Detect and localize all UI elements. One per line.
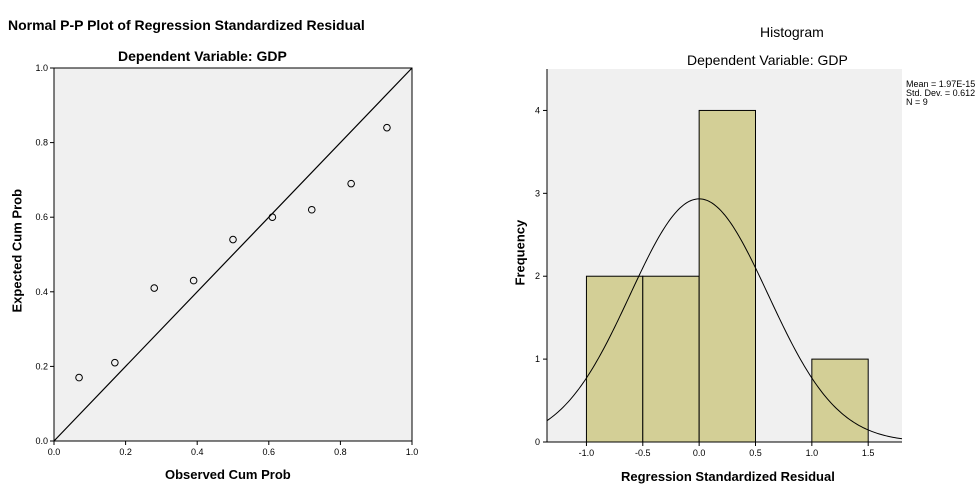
pp-data-point — [189, 276, 198, 285]
histogram-xtick-label: 0.0 — [693, 448, 706, 458]
histogram-xtick-label: 1.5 — [862, 448, 875, 458]
pp-plot-xlabel: Observed Cum Prob — [165, 467, 291, 482]
histogram-ytick-label: 3 — [535, 188, 540, 198]
histogram-stats: Mean = 1.97E-15 Std. Dev. = 0.612 N = 9 — [906, 80, 975, 107]
pp-plot-ylabel: Expected Cum Prob — [9, 188, 25, 313]
histogram-ylabel: Frequency — [512, 219, 528, 286]
histogram-stat-mean: Mean = 1.97E-15 — [906, 79, 976, 89]
histogram-stat-n: N = 9 — [906, 97, 928, 107]
histogram-xtick-label: 0.5 — [749, 448, 762, 458]
histogram-bar — [585, 275, 644, 443]
pp-ytick-label: 1.0 — [35, 63, 48, 73]
histogram-xtick-label: 1.0 — [806, 448, 819, 458]
pp-ytick-label: 0.2 — [35, 361, 48, 371]
histogram-ytick-label: 2 — [535, 271, 540, 281]
pp-data-point — [111, 358, 119, 367]
pp-ytick-label: 0.0 — [35, 436, 48, 446]
pp-data-point — [307, 205, 316, 214]
pp-xtick-label: 0.4 — [191, 447, 204, 457]
pp-data-point — [150, 284, 159, 292]
histogram-normal-curve — [546, 198, 903, 440]
pp-xtick-label: 0.2 — [119, 447, 132, 457]
histogram-ytick-label: 1 — [535, 354, 540, 364]
pp-data-point — [268, 213, 277, 221]
pp-ytick-label: 0.4 — [35, 287, 48, 297]
pp-xtick-label: 0.8 — [334, 447, 347, 457]
pp-xtick-label: 1.0 — [406, 447, 419, 457]
pp-ytick-label: 0.6 — [35, 212, 48, 222]
histogram-bar — [642, 275, 700, 443]
pp-data-point — [383, 123, 391, 132]
pp-ytick-label: 0.8 — [35, 138, 48, 148]
histogram-panel: Histogram Dependent Variable: GDP -1.0 -0… — [500, 0, 977, 484]
histogram-bar — [811, 358, 869, 443]
pp-reference-line — [53, 67, 413, 442]
pp-data-point — [229, 235, 237, 244]
histogram-stat-sd: Std. Dev. = 0.612 — [906, 88, 976, 98]
histogram-ytick-label: 4 — [535, 105, 540, 115]
histogram-svg: -1.0 -0.5 0.0 0.5 1.0 1.5 0 1 2 3 4 — [535, 69, 903, 458]
pp-plot-panel: Normal P-P Plot of Regression Standardiz… — [0, 0, 460, 484]
pp-plot-svg: 0.0 0.2 0.4 0.6 0.8 1.0 0.0 0.2 0.4 0.6 0.8 1.0 — [35, 63, 419, 457]
histogram-title: Histogram — [760, 24, 824, 40]
pp-xtick-label: 0.0 — [48, 447, 61, 457]
pp-plot-subtitle: Dependent Variable: GDP — [118, 48, 287, 64]
histogram-xtick-label: -0.5 — [635, 448, 651, 458]
pp-data-point — [347, 179, 355, 188]
histogram-bar — [698, 109, 756, 443]
pp-xtick-label: 0.6 — [263, 447, 276, 457]
histogram-xlabel: Regression Standardized Residual — [621, 469, 835, 484]
histogram-subtitle: Dependent Variable: GDP — [687, 52, 848, 68]
histogram-ytick-label: 0 — [535, 437, 540, 447]
pp-plot-title: Normal P-P Plot of Regression Standardiz… — [8, 17, 365, 33]
pp-data-point — [75, 373, 83, 382]
histogram-xtick-label: -1.0 — [579, 448, 595, 458]
